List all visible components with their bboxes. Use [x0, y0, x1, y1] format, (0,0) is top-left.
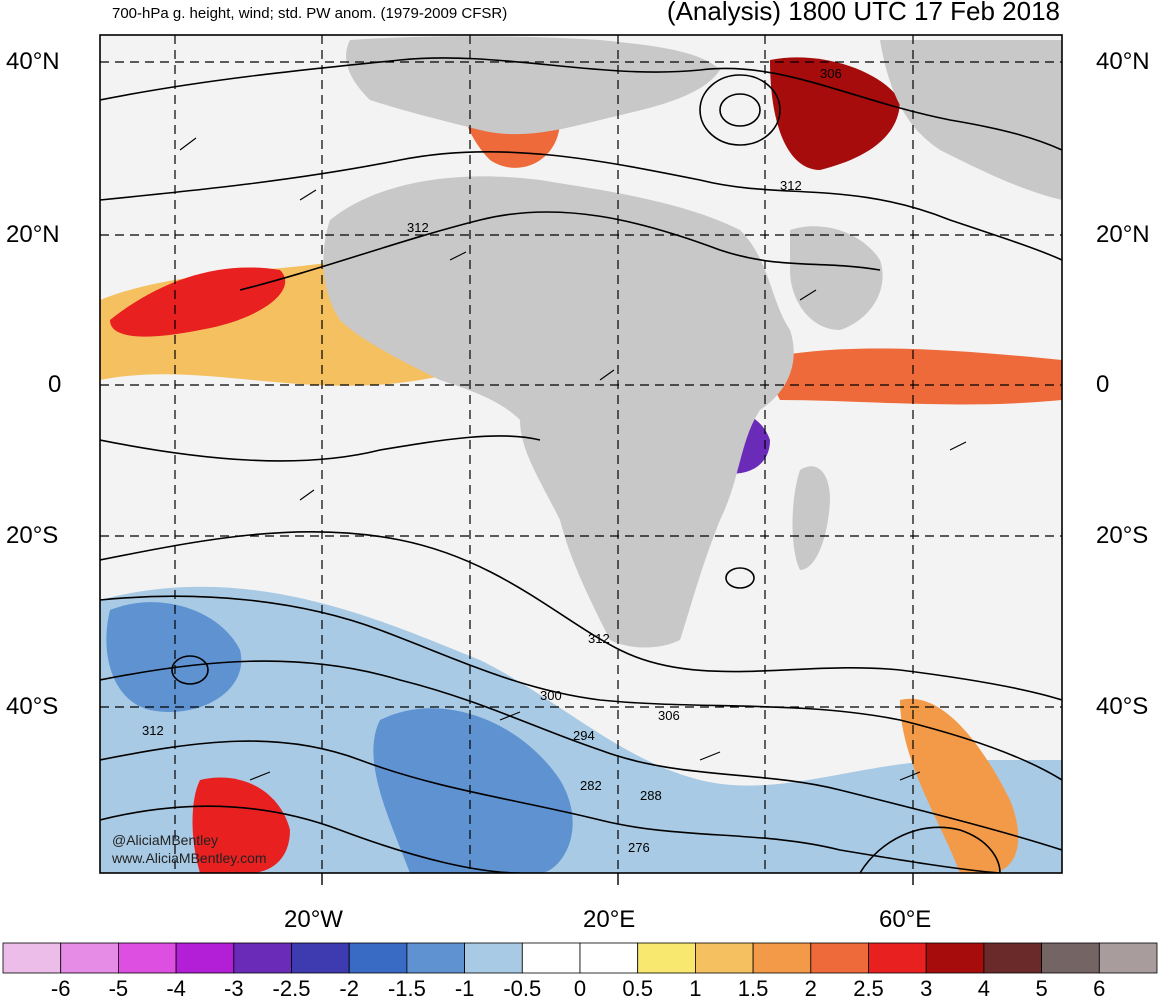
height-contour [100, 150, 1062, 261]
wind-barb [299, 489, 315, 501]
lat-label-40n-left: 40°N [6, 48, 60, 75]
anomaly-red-southatlantic [192, 777, 290, 873]
contour-label: 276 [628, 840, 650, 855]
wind-barb [599, 369, 615, 381]
graticule [100, 35, 1062, 873]
land-madagascar [792, 466, 830, 570]
wind-barb [249, 771, 271, 781]
contour-label: 288 [640, 788, 662, 803]
title-left: 700-hPa g. height, wind; std. PW anom. (… [112, 5, 508, 22]
contour-label: 312 [407, 220, 429, 235]
lat-label-40s-right: 40°S [1096, 693, 1149, 720]
contour-label: 300 [540, 688, 562, 703]
wind-barb [899, 771, 921, 781]
anomaly-blue-south [100, 586, 1062, 873]
lat-label-40n-right: 40°N [1096, 48, 1150, 75]
height-contour [171, 655, 209, 685]
contour-label: 294 [573, 728, 595, 743]
anomaly-orange-southeast [900, 698, 1019, 873]
height-contours [100, 57, 1062, 873]
contour-label: 306 [820, 66, 842, 81]
height-contour [100, 805, 521, 873]
map-frame [99, 34, 1063, 874]
lat-label-0-right: 0 [1096, 371, 1110, 398]
land-asia [880, 40, 1062, 200]
wind-barb [449, 251, 467, 261]
lat-label-20n-left: 20°N [6, 221, 60, 248]
lon-ticks [321, 873, 914, 885]
height-contour [719, 93, 761, 127]
contour-label: 312 [588, 631, 610, 646]
height-contour [100, 57, 1062, 151]
anomaly-red-atlantic [110, 267, 286, 337]
contour-label: 282 [580, 778, 602, 793]
height-contour [100, 660, 1062, 851]
contour-label: 306 [658, 708, 680, 723]
height-contour [100, 530, 1062, 701]
wind-barb [499, 711, 521, 721]
land-africa [323, 176, 794, 648]
wind-barb [699, 751, 721, 761]
land-arabia [790, 226, 883, 330]
lat-label-0-left: 0 [48, 371, 62, 398]
height-contour [699, 74, 781, 146]
anomaly-blue-south-deep [373, 708, 573, 873]
watermark-handle: @AliciaMBentley [112, 832, 218, 848]
lat-label-40s-left: 40°S [6, 693, 59, 720]
lon-label-20w: 20°W [284, 906, 343, 933]
wind-barb [949, 441, 967, 451]
wind-barb [299, 189, 317, 201]
height-contour [100, 435, 541, 462]
lon-label-20e: 20°E [583, 906, 636, 933]
wind-barb [179, 137, 197, 151]
height-contour [100, 595, 1062, 781]
anomaly-darkred-east [770, 57, 900, 170]
watermark-url: www.AliciaMBentley.com [111, 850, 267, 866]
wind-barbs [179, 137, 967, 781]
lon-label-60e: 60°E [879, 906, 932, 933]
lat-label-20s-left: 20°S [6, 522, 59, 549]
anomaly-orange-indian [760, 348, 1062, 405]
height-contour [859, 826, 1001, 873]
land-europe [346, 36, 720, 135]
height-contour [239, 211, 881, 291]
map-field: 306 312 312 312 300 306 294 282 288 276 … [100, 35, 1062, 873]
anomaly-blue-sw [106, 602, 242, 712]
height-contour [725, 567, 755, 589]
title-right: (Analysis) 1800 UTC 17 Feb 2018 [666, 0, 1060, 26]
lat-label-20n-right: 20°N [1096, 221, 1150, 248]
height-contour [100, 740, 1001, 873]
contour-label: 312 [780, 178, 802, 193]
contour-label: 312 [142, 723, 164, 738]
wind-barb [799, 289, 817, 301]
lat-label-20s-right: 20°S [1096, 522, 1149, 549]
